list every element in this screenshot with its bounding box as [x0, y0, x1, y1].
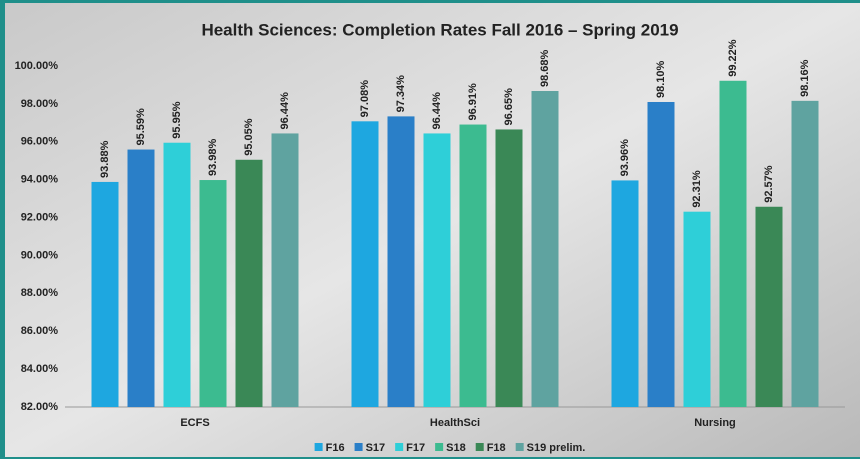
- bar: [648, 102, 675, 407]
- bar: [720, 81, 747, 407]
- legend-label: S18: [446, 442, 466, 454]
- bar: [684, 212, 711, 407]
- data-label: 98.68%: [539, 49, 551, 87]
- data-label: 96.44%: [431, 92, 443, 130]
- y-tick-label: 92.00%: [21, 211, 59, 223]
- legend-label: F18: [487, 442, 506, 454]
- y-tick-label: 96.00%: [21, 136, 59, 148]
- bar: [424, 133, 451, 407]
- data-label: 95.05%: [243, 118, 255, 156]
- bar: [352, 121, 379, 407]
- x-tick-label: Nursing: [694, 417, 736, 429]
- chart-title: Health Sciences: Completion Rates Fall 2…: [201, 20, 678, 39]
- bar: [164, 143, 191, 407]
- data-label: 98.10%: [655, 60, 667, 98]
- y-tick-label: 86.00%: [21, 325, 59, 337]
- bar: [532, 91, 559, 407]
- data-label: 93.96%: [619, 139, 631, 177]
- data-label: 92.31%: [691, 170, 703, 208]
- y-tick-label: 82.00%: [21, 401, 59, 413]
- data-label: 93.88%: [99, 140, 111, 178]
- bar: [612, 180, 639, 407]
- data-label: 98.16%: [799, 59, 811, 97]
- data-label: 96.65%: [503, 88, 515, 126]
- y-tick-label: 90.00%: [21, 249, 59, 261]
- bar: [236, 160, 263, 407]
- legend-label: S17: [366, 442, 386, 454]
- legend-swatch: [395, 443, 403, 451]
- y-tick-label: 88.00%: [21, 287, 59, 299]
- x-tick-label: ECFS: [180, 417, 209, 429]
- y-tick-label: 94.00%: [21, 174, 59, 186]
- data-label: 97.34%: [395, 75, 407, 113]
- legend-label: F17: [406, 442, 425, 454]
- data-label: 95.59%: [135, 108, 147, 146]
- legend-swatch: [315, 443, 323, 451]
- y-tick-label: 84.00%: [21, 363, 59, 375]
- legend-label: S19 prelim.: [527, 442, 586, 454]
- legend-swatch: [476, 443, 484, 451]
- legend-label: F16: [326, 442, 345, 454]
- data-label: 96.91%: [467, 83, 479, 121]
- y-tick-label: 100.00%: [15, 60, 59, 72]
- bar: [388, 116, 415, 407]
- bar: [792, 101, 819, 407]
- data-label: 92.57%: [763, 165, 775, 203]
- data-label: 96.44%: [279, 92, 291, 130]
- bar: [128, 150, 155, 407]
- legend-swatch: [435, 443, 443, 451]
- bar: [496, 129, 523, 407]
- data-label: 97.08%: [359, 80, 371, 118]
- y-tick-label: 98.00%: [21, 98, 59, 110]
- legend-swatch: [516, 443, 524, 451]
- bar: [460, 125, 487, 407]
- bar: [200, 180, 227, 407]
- x-tick-label: HealthSci: [430, 417, 480, 429]
- legend-swatch: [355, 443, 363, 451]
- data-label: 99.22%: [727, 39, 739, 77]
- bar: [756, 207, 783, 407]
- chart: Health Sciences: Completion Rates Fall 2…: [0, 0, 860, 459]
- data-label: 95.95%: [171, 101, 183, 139]
- data-label: 93.98%: [207, 139, 219, 177]
- bar: [92, 182, 119, 407]
- bar: [272, 133, 299, 407]
